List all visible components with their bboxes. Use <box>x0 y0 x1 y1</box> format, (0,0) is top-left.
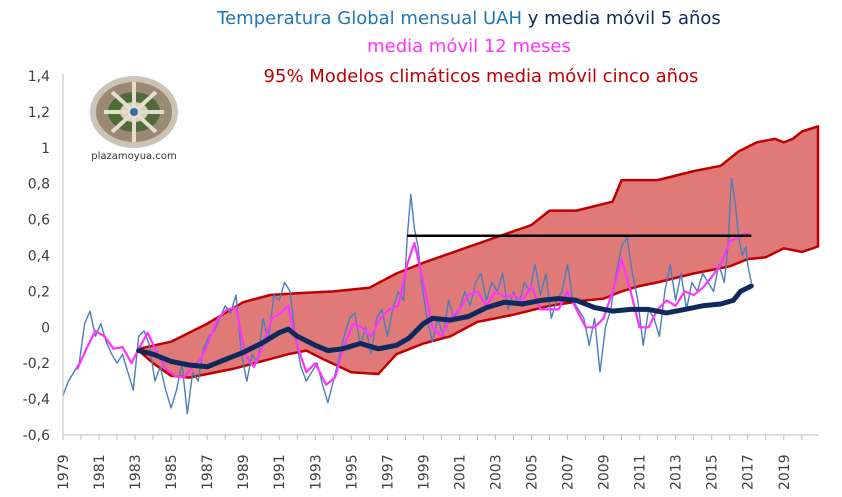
x-tick-label: 1989 <box>236 454 252 490</box>
x-tick-label: 1997 <box>380 454 396 490</box>
x-tick-label: 1983 <box>128 454 144 490</box>
y-tick-label: 1 <box>41 141 50 157</box>
y-tick-label: 0,4 <box>28 249 50 265</box>
models-95-band <box>137 125 820 379</box>
x-tick-label: 2017 <box>741 454 757 490</box>
axes-layer: -0,6 -0,4 -0,2 0 0,2 0,4 0,6 0,8 1 1,2 1,4 1979 1981… <box>23 69 818 490</box>
chart-title-line2: media móvil 12 meses <box>367 36 571 57</box>
x-tick-label: 1979 <box>56 454 72 490</box>
y-tick-label: -0,6 <box>23 428 50 444</box>
x-tick-label: 1993 <box>308 454 324 490</box>
x-tick-label: 2011 <box>633 454 649 490</box>
x-tick-label: 2015 <box>705 454 721 490</box>
title-media-5: y media móvil 5 años <box>522 8 721 29</box>
x-tick-label: 2009 <box>597 454 613 490</box>
y-tick-label: 1,4 <box>28 69 50 85</box>
x-tick-label: 2013 <box>669 454 685 490</box>
y-tick-label: 0,2 <box>28 284 50 300</box>
chart-title-line1: Temperatura Global mensual UAH y media m… <box>48 8 842 29</box>
logo-caption: plazamoyua.com <box>91 151 177 162</box>
x-tick-label: 2003 <box>488 454 504 490</box>
x-tick-label: 2007 <box>561 454 577 490</box>
y-tick-label: 0,6 <box>28 213 50 229</box>
x-tick-label: 1981 <box>92 454 108 490</box>
x-tick-label: 2001 <box>452 454 468 490</box>
x-tick-label: 1999 <box>416 454 432 490</box>
models-band-layer <box>137 125 820 379</box>
series-media-movil-12-meses <box>76 232 749 386</box>
x-tick-label: 1985 <box>164 454 180 490</box>
series-media-movil-5-anos <box>136 283 754 370</box>
y-tick-label: -0,4 <box>23 392 50 408</box>
y-tick-label: -0,2 <box>23 356 50 372</box>
plazamoyua-logo <box>90 76 178 148</box>
chart-title-line3: 95% Modelos climáticos media móvil cinco… <box>263 66 699 87</box>
x-tick-label: 1991 <box>272 454 288 490</box>
y-tick-label: 1,2 <box>28 105 50 121</box>
x-tick-label: 1987 <box>200 454 216 490</box>
y-tick-label: 0 <box>41 320 50 336</box>
y-tick-label: 0,8 <box>28 177 50 193</box>
title-uah: Temperatura Global mensual UAH <box>217 8 522 29</box>
x-tick-label: 2005 <box>524 454 540 490</box>
x-tick-label: 2019 <box>777 454 793 490</box>
series-layer <box>62 177 754 415</box>
x-tick-label: 1995 <box>344 454 360 490</box>
